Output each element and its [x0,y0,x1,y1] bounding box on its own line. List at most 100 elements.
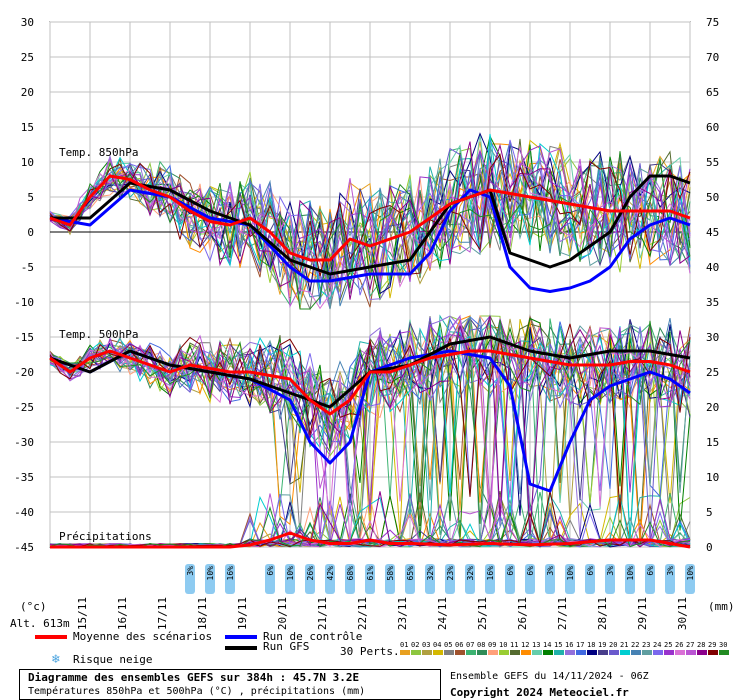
panel-label-t500: Temp. 500hPa [59,328,138,341]
pert-swatch [444,650,454,655]
snow-risk-pct: 6% [266,566,275,576]
left-tick-label: 25 [21,51,34,64]
snow-risk-cell [665,564,675,594]
snow-risk-pct: 10% [286,566,295,581]
right-tick-label: 35 [706,296,719,309]
snow-risk-pct: 26% [306,566,315,581]
x-tick-label: 30/11 [676,597,689,630]
legend-gfs-label: Run GFS [263,640,310,653]
pert-swatch [411,650,421,655]
snow-risk-pct: 3% [606,566,615,576]
legend-mean-swatch [35,635,67,639]
pert-id: 03 [422,641,430,649]
pert-id: 02 [411,641,419,649]
x-tick-label: 18/11 [196,597,209,630]
pert-swatch [631,650,641,655]
snow-risk-pct: 3% [666,566,675,576]
pert-swatch [433,650,443,655]
right-tick-label: 10 [706,471,719,484]
left-tick-label: -30 [14,436,34,449]
ensemble-member-t850 [49,132,691,295]
pert-swatch [587,650,597,655]
pert-id: 12 [521,641,529,649]
right-axis-unit: (mm) [708,600,735,613]
panel-label-t850: Temp. 850hPa [59,146,138,159]
left-tick-label: 30 [21,16,34,29]
pert-swatch [532,650,542,655]
snow-risk-pct: 6% [646,566,655,576]
snow-risk-pct: 3% [546,566,555,576]
snow-risk-cell [265,564,275,594]
altitude-label: Alt. 613m [10,617,70,630]
snow-risk-cell [365,564,375,594]
copyright: Copyright 2024 Meteociel.fr [450,686,629,699]
x-tick-label: 24/11 [436,597,449,630]
pert-id: 08 [477,641,485,649]
left-axis-ticks: 30 25 20 15 10 5 0 -5 -10 -15 -20 -25 -30 -35 -40 -45 [14,16,34,554]
snow-risk-row: 3% 10% 16% 6% 10% 26% 42% 68% 61% 58% 65% 32% 23% 32%… [185,564,695,594]
pert-id: 13 [532,641,540,649]
x-tick-label: 16/11 [116,597,129,630]
pert-id: 16 [565,641,573,649]
snow-risk-cell [225,564,235,594]
pert-id: 05 [444,641,452,649]
snow-risk-pct: 10% [626,566,635,581]
right-tick-label: 40 [706,261,719,274]
pert-id: 30 [719,641,727,649]
pert-id: 28 [697,641,705,649]
snow-risk-pct: 42% [326,566,335,581]
left-tick-label: 20 [21,86,34,99]
snow-risk-cell [405,564,415,594]
pert-id: 21 [620,641,628,649]
right-tick-label: 25 [706,366,719,379]
right-tick-label: 15 [706,436,719,449]
ensemble-member-t500 [49,323,691,514]
left-tick-label: -5 [21,261,34,274]
left-tick-label: 10 [21,156,34,169]
pert-id: 24 [653,641,661,649]
ensemble-member-t850 [49,153,691,277]
left-tick-label: -35 [14,471,34,484]
x-tick-label: 15/11 [76,597,89,630]
pert-id: 17 [576,641,584,649]
legend-control-label: Run de contrôle [263,630,363,643]
snow-risk-cell [625,564,635,594]
legend-gfs-swatch [225,646,257,650]
pert-swatch [510,650,520,655]
left-tick-label: -40 [14,506,34,519]
snow-risk-pct: 61% [366,566,375,581]
x-tick-label: 20/11 [276,597,289,630]
left-tick-label: -25 [14,401,34,414]
ensemble-member-t500 [49,315,691,507]
pert-swatch [697,650,707,655]
ensemble-member-t850 [49,148,691,308]
snow-risk-pct: 16% [226,566,235,581]
pert-id: 07 [466,641,474,649]
pert-swatch [719,650,729,655]
series-t850-mean [49,174,691,262]
right-tick-label: 55 [706,156,719,169]
right-tick-label: 5 [706,506,713,519]
snow-risk-pct: 6% [586,566,595,576]
pert-swatch [466,650,476,655]
snow-risk-pct: 68% [346,566,355,581]
right-tick-label: 0 [706,541,713,554]
ensemble-member-t500 [49,315,691,547]
snow-risk-cell [325,564,335,594]
right-tick-label: 20 [706,401,719,414]
snow-risk-pct: 65% [406,566,415,581]
series-t850-control [49,188,691,293]
run-info: Ensemble GEFS du 14/11/2024 - 06Z [450,671,649,682]
pert-swatch [543,650,553,655]
pert-swatch [708,650,718,655]
snow-risk-cell [645,564,655,594]
x-tick-label: 19/11 [236,597,249,630]
pert-swatch [565,650,575,655]
x-tick-label: 25/11 [476,597,489,630]
x-tick-label: 17/11 [156,597,169,630]
pert-id: 27 [686,641,694,649]
snow-risk-cell [605,564,615,594]
x-tick-label: 21/11 [316,597,329,630]
footer-subtitle: Températures 850hPa et 500hPa (°C) , pré… [28,686,366,697]
